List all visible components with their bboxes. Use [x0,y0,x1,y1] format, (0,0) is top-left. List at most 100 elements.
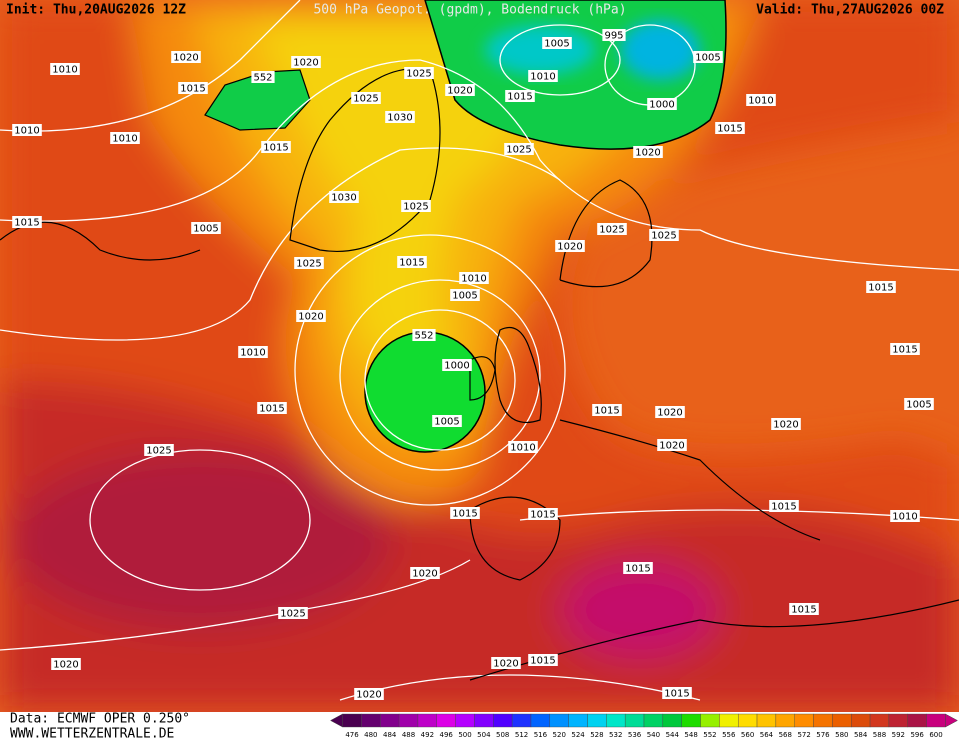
colorbar-label: 592 [892,731,905,739]
contour-label: 1010 [530,72,555,83]
label-box [51,658,81,670]
contour-label: 1020 [659,441,684,452]
contour-label: 1010 [892,512,917,523]
colorbar-label: 552 [703,731,716,739]
contour-label: 1020 [557,242,582,253]
colorbar-swatch [493,713,513,728]
label-box [693,51,723,63]
colorbar-swatch [737,713,758,728]
label-box [296,310,326,322]
contour-label: 1025 [506,145,531,156]
label-box [257,402,287,414]
site-name: WWW.WETTERZENTRALE.DE [10,727,174,741]
label-box [633,146,663,158]
colorbar-swatch [681,713,701,728]
label-box [251,71,275,83]
colorbar-label: 492 [421,731,434,739]
label-box [662,687,692,699]
label-box [450,507,480,519]
label-box [278,607,308,619]
contour-label: 1015 [180,84,205,95]
label-box [623,562,653,574]
colorbar-label: 556 [722,731,736,739]
contour-label: 1020 [447,86,472,97]
colorbar-label: 528 [590,731,603,739]
contour-label: 995 [604,31,623,42]
contour-label: 1020 [356,690,381,701]
colorbar-swatch [719,713,739,728]
contour-label: 1010 [240,348,265,359]
label-box [450,289,480,301]
contour-label: 1015 [625,564,650,575]
label-box [789,603,819,615]
colorbar-swatch [568,713,588,728]
label-box [110,132,140,144]
colorbar-swatch [813,713,833,728]
colorbar-label: 520 [553,731,566,739]
colorbar-label: 576 [816,731,830,739]
colorbar-label: 488 [402,731,415,739]
contour-label: 552 [414,331,433,342]
contour-label: 552 [253,73,272,84]
colorbar-label: 564 [760,731,774,739]
label-box [771,418,801,430]
contour-label: 1010 [112,134,137,145]
label-box [746,94,776,106]
label-box [445,84,475,96]
label-box [592,404,622,416]
contour-label: 1015 [664,689,689,700]
colorbar-label: 476 [345,731,359,739]
label-box [12,216,42,228]
contour-label: 1015 [399,258,424,269]
label-box [508,441,538,453]
colorbar-swatch [474,713,494,728]
label-box [649,229,679,241]
colorbar-swatch [361,713,381,728]
colorbar-label: 536 [628,731,642,739]
label-box [294,257,324,269]
contour-label: 1010 [14,126,39,137]
contour-label: 1020 [657,408,682,419]
label-box [657,439,687,451]
contour-label: 1010 [748,96,773,107]
label-box [491,657,521,669]
label-box [555,240,585,252]
contour-label: 1020 [298,312,323,323]
colorbar-swatch [511,713,532,728]
contour-label: 1005 [695,53,720,64]
label-box [542,37,572,49]
colorbar-label: 508 [496,731,509,739]
colorbar-swatch [907,713,927,728]
contour-label: 1015 [717,124,742,135]
label-box [404,67,434,79]
contour-label: 1025 [280,609,305,620]
label-box [410,567,440,579]
contour-label: 1010 [510,443,535,454]
contour-label: 1015 [892,345,917,356]
contour-label: 1010 [461,274,486,285]
contour-label: 1025 [146,446,171,457]
colorbar-label: 500 [458,731,471,739]
label-box [715,122,745,134]
contour-label: 1025 [599,225,624,236]
contour-label: 1020 [173,53,198,64]
colorbar: 476 480 484 488 492 496 500 504 508 512 516 520 524 5… [330,713,958,739]
label-box [238,346,268,358]
contour-label: 1015 [791,605,816,616]
colorbar-swatch [436,713,456,728]
colorbar-label: 496 [440,731,454,739]
label-box [397,256,427,268]
colorbar-label: 568 [779,731,792,739]
colorbar-swatch [794,713,814,728]
colorbar-swatch [549,713,569,728]
colorbar-swatch [342,713,362,728]
contour-label: 1015 [868,283,893,294]
low-core [620,20,700,80]
colorbar-swatch [756,713,777,728]
contour-label: 1000 [649,100,674,111]
label-box [191,222,221,234]
colorbar-label: 484 [383,731,397,739]
init-time: Init: Thu,20AUG2026 12Z [6,3,186,18]
colorbar-swatch [700,713,720,728]
